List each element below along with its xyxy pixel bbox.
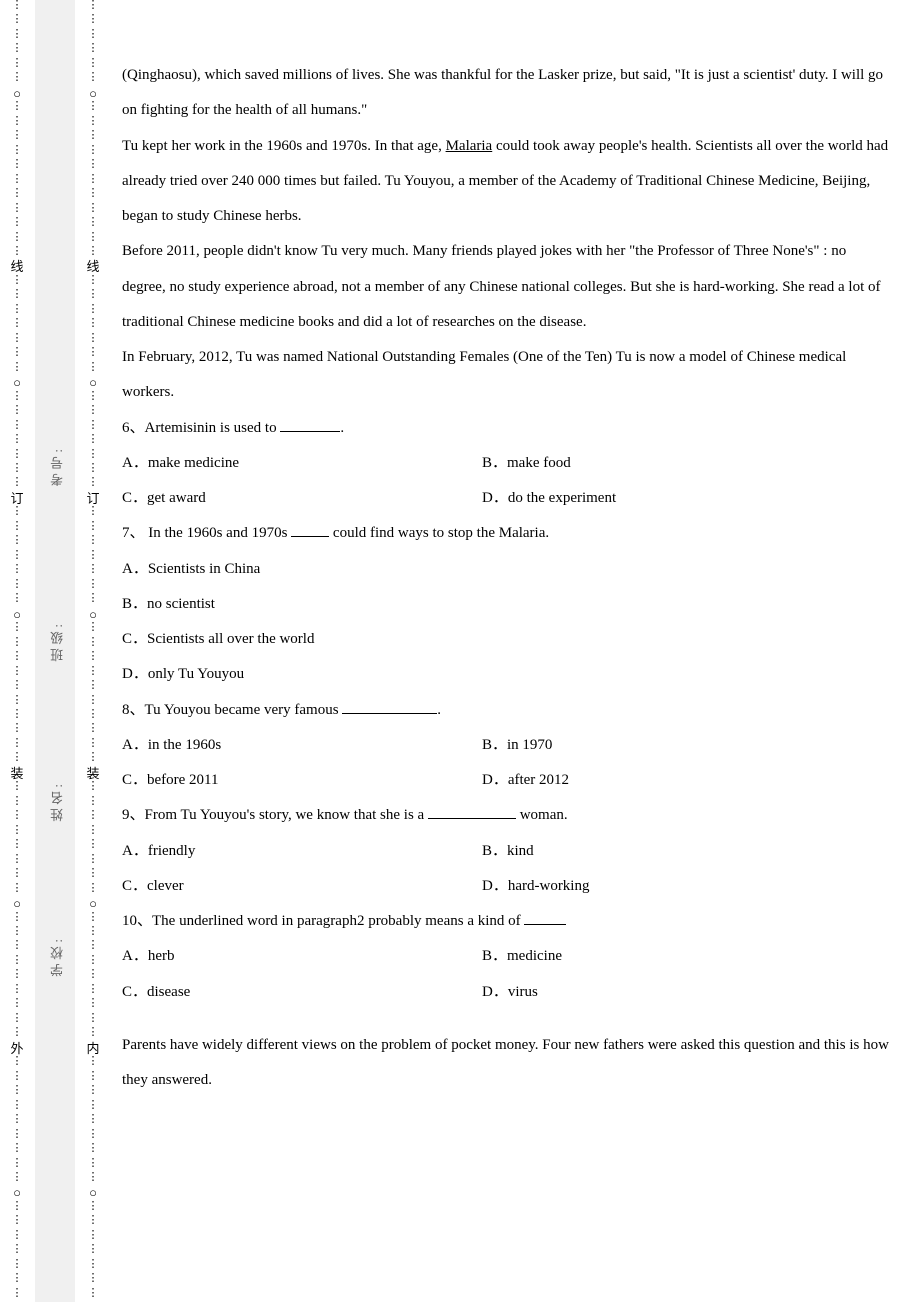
p2-underlined: Malaria: [446, 138, 493, 154]
option-row: C．diseaseD．virus: [122, 975, 892, 1010]
option: B．medicine: [482, 939, 562, 974]
passage1-p4: In February, 2012, Tu was named National…: [122, 340, 892, 411]
passage1-p1: (Qinghaosu), which saved millions of liv…: [122, 58, 892, 129]
questions-block: 6、Artemisinin is used to .A．make medicin…: [122, 411, 892, 1010]
passage2-p1: Parents have widely different views on t…: [122, 1028, 892, 1099]
option: A．in the 1960s: [122, 728, 482, 763]
blank: [524, 912, 566, 925]
binding-margin: ⋮⋮⋮⋮⋮⋮○⋮⋮⋮⋮⋮⋮⋮⋮⋮⋮⋮线⋮⋮⋮⋮⋮⋮⋮○⋮⋮⋮⋮⋮⋮⋮订⋮⋮⋮⋮⋮…: [0, 0, 110, 1302]
option: C．before 2011: [122, 763, 482, 798]
option-row: A．make medicineB．make food: [122, 446, 892, 481]
xingming-label: 姓名:: [48, 780, 67, 822]
option: C．get award: [122, 481, 482, 516]
content-area: (Qinghaosu), which saved millions of liv…: [122, 58, 892, 1098]
option: D．virus: [482, 975, 538, 1010]
option: B．kind: [482, 834, 534, 869]
margin-dots-outer: ⋮⋮⋮⋮⋮⋮○⋮⋮⋮⋮⋮⋮⋮⋮⋮⋮⋮线⋮⋮⋮⋮⋮⋮⋮○⋮⋮⋮⋮⋮⋮⋮订⋮⋮⋮⋮⋮…: [10, 0, 24, 1302]
option: C．Scientists all over the world: [122, 622, 892, 657]
option-row: C．cleverD．hard-working: [122, 869, 892, 904]
question-stem: 6、Artemisinin is used to .: [122, 411, 892, 446]
option: D．after 2012: [482, 763, 569, 798]
option: B．no scientist: [122, 587, 892, 622]
blank: [428, 807, 516, 820]
option: D．only Tu Youyou: [122, 657, 892, 692]
blank: [291, 525, 329, 538]
option-row: A．friendlyB．kind: [122, 834, 892, 869]
xuexiao-label: 学校:: [48, 935, 67, 977]
question-stem: 8、Tu Youyou became very famous .: [122, 693, 892, 728]
question-stem: 10、The underlined word in paragraph2 pro…: [122, 904, 892, 939]
option: B．make food: [482, 446, 571, 481]
blank: [280, 419, 340, 432]
question-stem: 9、From Tu Youyou's story, we know that s…: [122, 798, 892, 833]
kaohao-label: 考号:: [48, 445, 67, 487]
option: A．make medicine: [122, 446, 482, 481]
question-stem: 7、 In the 1960s and 1970s could find way…: [122, 516, 892, 551]
blank: [342, 701, 437, 714]
passage1-p3: Before 2011, people didn't know Tu very …: [122, 234, 892, 340]
option-row: C．before 2011D．after 2012: [122, 763, 892, 798]
option: D．hard-working: [482, 869, 589, 904]
option: A．herb: [122, 939, 482, 974]
passage1-p2: Tu kept her work in the 1960s and 1970s.…: [122, 129, 892, 235]
option-row: A．in the 1960sB．in 1970: [122, 728, 892, 763]
option: C．clever: [122, 869, 482, 904]
option: A．friendly: [122, 834, 482, 869]
option: B．in 1970: [482, 728, 552, 763]
option: A．Scientists in China: [122, 552, 892, 587]
banji-label: 班级:: [48, 620, 67, 662]
option: C．disease: [122, 975, 482, 1010]
option-row: A．herbB．medicine: [122, 939, 892, 974]
margin-dots-inner: ⋮⋮⋮⋮⋮⋮○⋮⋮⋮⋮⋮⋮⋮⋮⋮⋮⋮线⋮⋮⋮⋮⋮⋮⋮○⋮⋮⋮⋮⋮⋮⋮订⋮⋮⋮⋮⋮…: [86, 0, 100, 1302]
option-row: C．get awardD．do the experiment: [122, 481, 892, 516]
p2-pre: Tu kept her work in the 1960s and 1970s.…: [122, 138, 446, 154]
option: D．do the experiment: [482, 481, 616, 516]
